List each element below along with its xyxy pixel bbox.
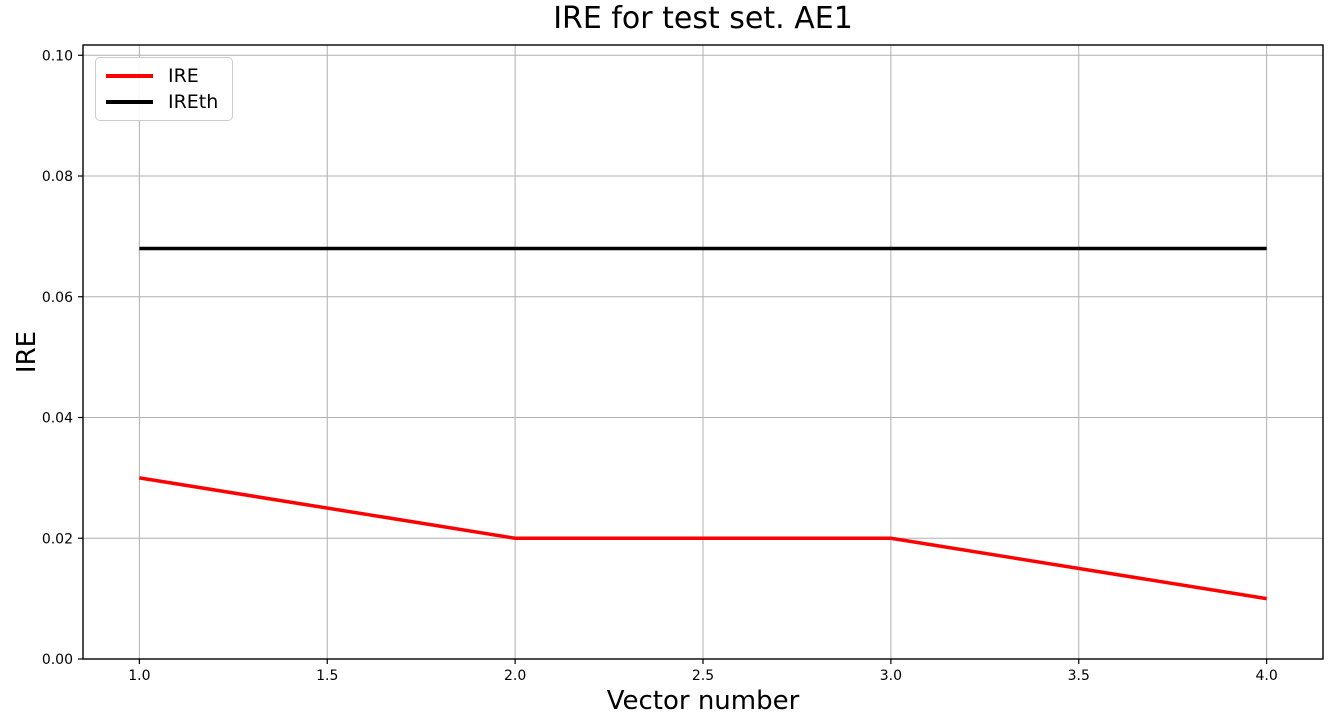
y-tick-label: 0.10 [42,48,73,64]
legend-label-ire: IRE [168,64,199,87]
x-tick-label: 4.0 [1256,668,1278,684]
x-tick-label: 2.0 [504,668,526,684]
y-tick-label: 0.08 [42,169,73,185]
x-tick-label: 3.5 [1068,668,1090,684]
x-tick-label: 1.5 [316,668,338,684]
y-tick-label: 0.04 [42,411,73,427]
series-line-ire [139,476,1267,601]
legend-label-ireth: IREth [168,90,219,113]
y-tick-label: 0.02 [42,531,73,547]
x-tick-label: 1.0 [128,668,150,684]
chart-title: IRE for test set. AE1 [553,1,853,36]
legend: IRE IREth [95,57,233,121]
x-tick-label: 2.5 [692,668,714,684]
legend-entry-ireth: IREth [106,90,222,113]
x-axis-label: Vector number [606,686,800,716]
legend-line-sample-ire [106,74,153,78]
y-tick-label: 0.06 [42,290,73,306]
legend-line-sample-ireth [106,100,153,104]
x-tick-label: 3.0 [880,668,902,684]
y-tick-label: 0.00 [42,652,73,668]
legend-entry-ire: IRE [106,64,222,87]
